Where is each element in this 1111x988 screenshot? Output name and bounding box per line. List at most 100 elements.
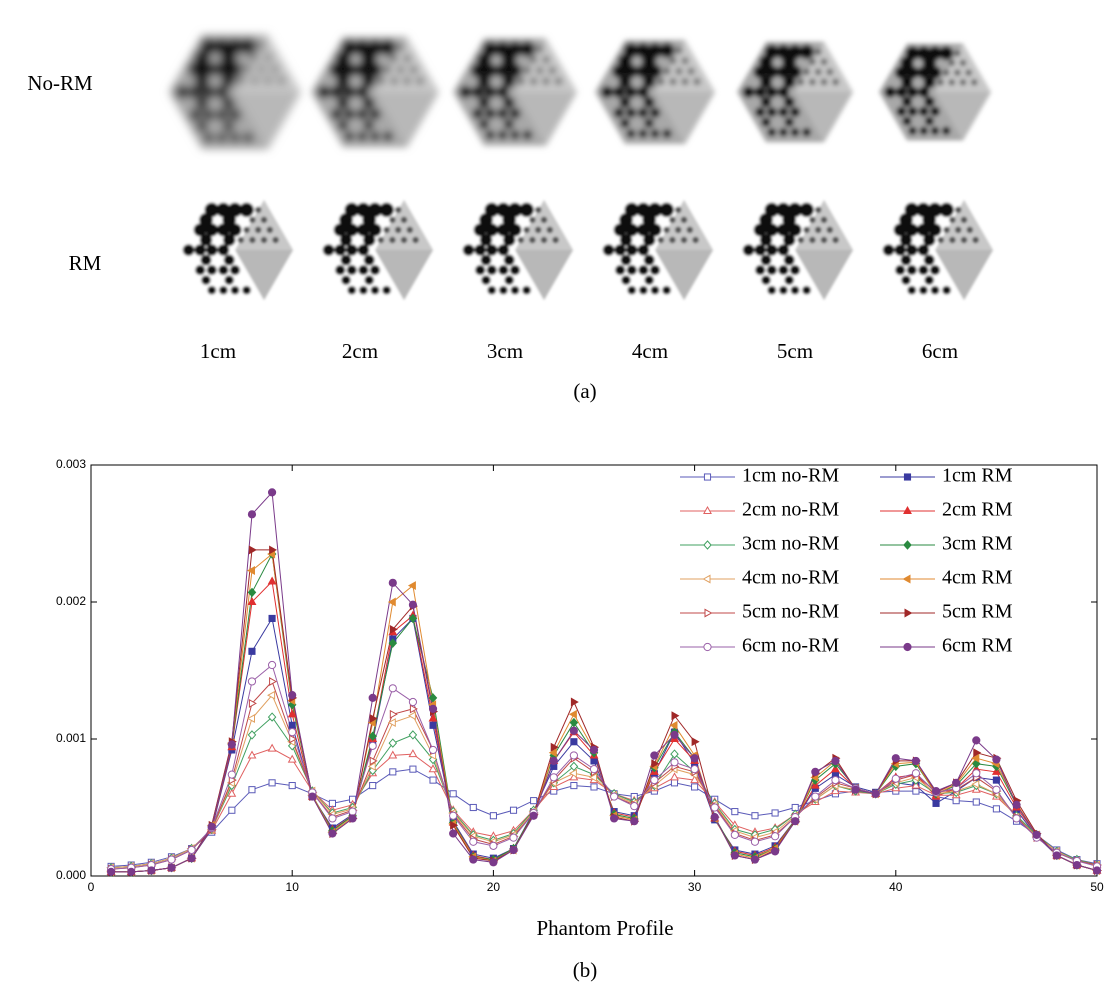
phantom-dot: [620, 118, 630, 129]
marker: [588, 772, 597, 782]
phantom-dot: [899, 233, 913, 247]
phantom-dot: [905, 223, 919, 237]
marker: [449, 829, 458, 838]
marker: [831, 776, 840, 785]
column-label: 3cm: [487, 339, 523, 363]
phantom-sector: [935, 92, 991, 141]
marker: [670, 730, 679, 739]
phantom-dot: [900, 254, 912, 266]
phantom-dot: [266, 226, 274, 234]
phantom-dot: [336, 97, 350, 110]
marker: [891, 754, 900, 763]
phantom-dot: [194, 49, 210, 66]
phantom-sector: [935, 199, 993, 250]
phantom-dot: [901, 96, 913, 107]
legend-entry: 2cm no-RM: [680, 499, 839, 521]
phantom-dot: [472, 108, 484, 119]
marker: [670, 758, 679, 767]
phantom-dot: [620, 254, 632, 266]
phantom-dot: [361, 51, 377, 67]
phantom-dot: [669, 78, 677, 85]
phantom-dot: [681, 78, 689, 85]
marker: [429, 721, 437, 729]
phantom-dot: [369, 108, 381, 120]
phantom-image: [457, 199, 573, 301]
phantom-sector: [235, 199, 293, 250]
phantom-dot: [680, 216, 688, 224]
phantom-dot: [643, 254, 655, 266]
marker: [407, 581, 416, 591]
phantom-dot: [918, 86, 930, 98]
marker: [268, 614, 276, 623]
marker: [1052, 851, 1061, 860]
marker: [670, 772, 679, 781]
phantom-dot: [379, 39, 396, 56]
series-line: [111, 580, 1098, 873]
phantom-dot: [479, 212, 493, 227]
phantom-dot: [362, 212, 377, 227]
phantom-dot: [624, 64, 638, 78]
phantom-dot: [919, 126, 929, 136]
phantom-dot: [767, 127, 777, 137]
marker: [368, 693, 377, 703]
phantom-dot: [893, 223, 907, 237]
marker: [811, 792, 820, 801]
marker: [288, 782, 296, 790]
phantom-dot: [257, 65, 266, 73]
phantom-dot: [400, 216, 408, 224]
phantom-dot: [954, 69, 961, 76]
phantom-dot: [228, 223, 242, 237]
phantom-dot: [552, 236, 559, 244]
phantom-dot: [480, 254, 492, 266]
marker: [703, 540, 712, 550]
phantom-dot: [908, 126, 917, 136]
marker: [428, 693, 438, 703]
marker: [791, 817, 800, 826]
marker: [408, 600, 418, 609]
marker: [227, 788, 237, 797]
marker: [409, 704, 418, 714]
marker: [529, 811, 538, 820]
marker: [388, 750, 398, 759]
marker: [489, 841, 498, 850]
phantom-dot: [901, 76, 913, 89]
phantom-dot: [251, 54, 259, 62]
phantom-dot: [918, 106, 929, 117]
phantom-dot: [895, 66, 908, 79]
phantom-dot: [194, 244, 206, 256]
marker: [288, 721, 296, 729]
marker: [971, 779, 980, 789]
phantom-dot: [662, 285, 671, 295]
phantom-dot: [522, 130, 533, 140]
marker: [931, 786, 941, 796]
phantom-dot: [221, 73, 236, 88]
phantom-dot: [503, 233, 516, 247]
marker: [328, 829, 337, 838]
phantom-image: [317, 199, 433, 301]
x-tick-label: 10: [286, 880, 300, 894]
phantom-image: [595, 40, 715, 144]
column-label: 6cm: [922, 339, 958, 363]
phantom-dot: [249, 216, 256, 224]
phantom-dot: [356, 223, 370, 237]
marker: [751, 812, 759, 820]
marker: [509, 845, 518, 855]
phantom-dot: [641, 53, 657, 68]
legend-entry: 6cm no-RM: [680, 635, 839, 657]
phantom-dot: [370, 285, 380, 295]
marker: [630, 802, 639, 811]
phantom-dot: [406, 226, 414, 234]
marker: [971, 753, 980, 763]
phantom-dot: [766, 86, 778, 98]
phantom-dot: [216, 132, 227, 143]
phantom-dot: [939, 46, 954, 61]
phantom-dot: [659, 202, 674, 218]
phantom-dot: [790, 285, 800, 295]
phantom-dot: [638, 265, 649, 276]
phantom-dot: [882, 244, 895, 256]
phantom-dot: [626, 244, 638, 256]
phantom-dot: [814, 48, 822, 56]
y-tick-label: 0.000: [56, 868, 86, 882]
phantom-dot: [334, 244, 347, 256]
phantom-dot: [510, 130, 520, 140]
